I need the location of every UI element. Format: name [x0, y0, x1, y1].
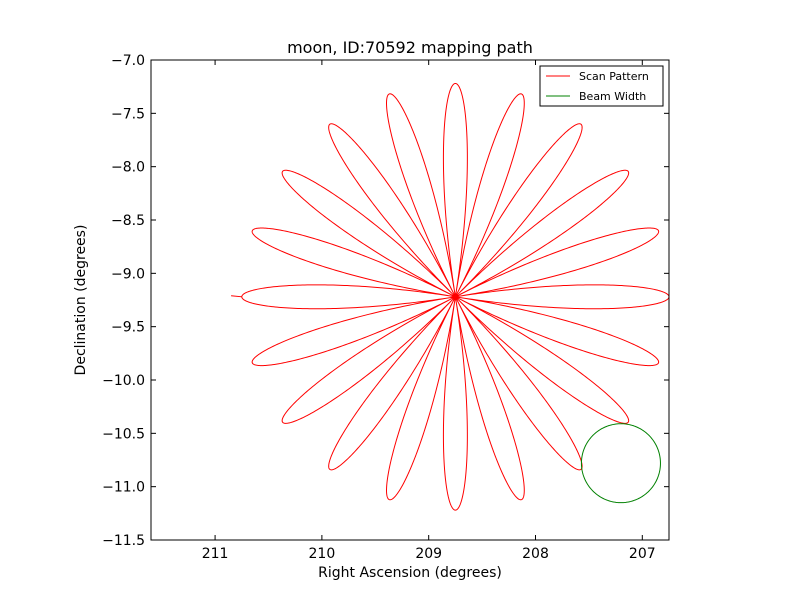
y-tick-label: −7.0: [111, 53, 145, 69]
legend-label-scan-pattern: Scan Pattern: [579, 70, 649, 83]
y-tick-label: −10.5: [102, 426, 145, 442]
y-axis-title: Declination (degrees): [73, 225, 89, 376]
x-tick-label: 207: [629, 546, 656, 562]
legend-label-beam-width: Beam Width: [579, 90, 646, 103]
chart-title: moon, ID:70592 mapping path: [287, 38, 533, 57]
y-tick-label: −7.5: [111, 106, 145, 122]
y-tick-label: −11.5: [102, 533, 145, 549]
y-tick-label: −9.5: [111, 320, 145, 336]
y-tick-label: −8.0: [111, 160, 145, 176]
y-tick-label: −8.5: [111, 213, 145, 229]
y-tick-label: −10.0: [102, 373, 145, 389]
y-tick-label: −11.0: [102, 480, 145, 496]
y-tick-label: −9.0: [111, 266, 145, 282]
x-tick-label: 209: [415, 546, 442, 562]
legend: Scan Pattern Beam Width: [539, 65, 664, 107]
x-tick-label: 210: [309, 546, 336, 562]
legend-box: [539, 65, 664, 107]
ticks-layer: 211 210 209 208 207 −7.0 −7.5 −8.0 −8.5 −9.0 −9.5 −…: [102, 53, 669, 562]
x-tick-label: 211: [202, 546, 229, 562]
x-axis-title: Right Ascension (degrees): [318, 565, 502, 581]
beam-width-circle: [580, 423, 661, 504]
plot-frame: [150, 59, 670, 541]
x-tick-label: 208: [522, 546, 549, 562]
